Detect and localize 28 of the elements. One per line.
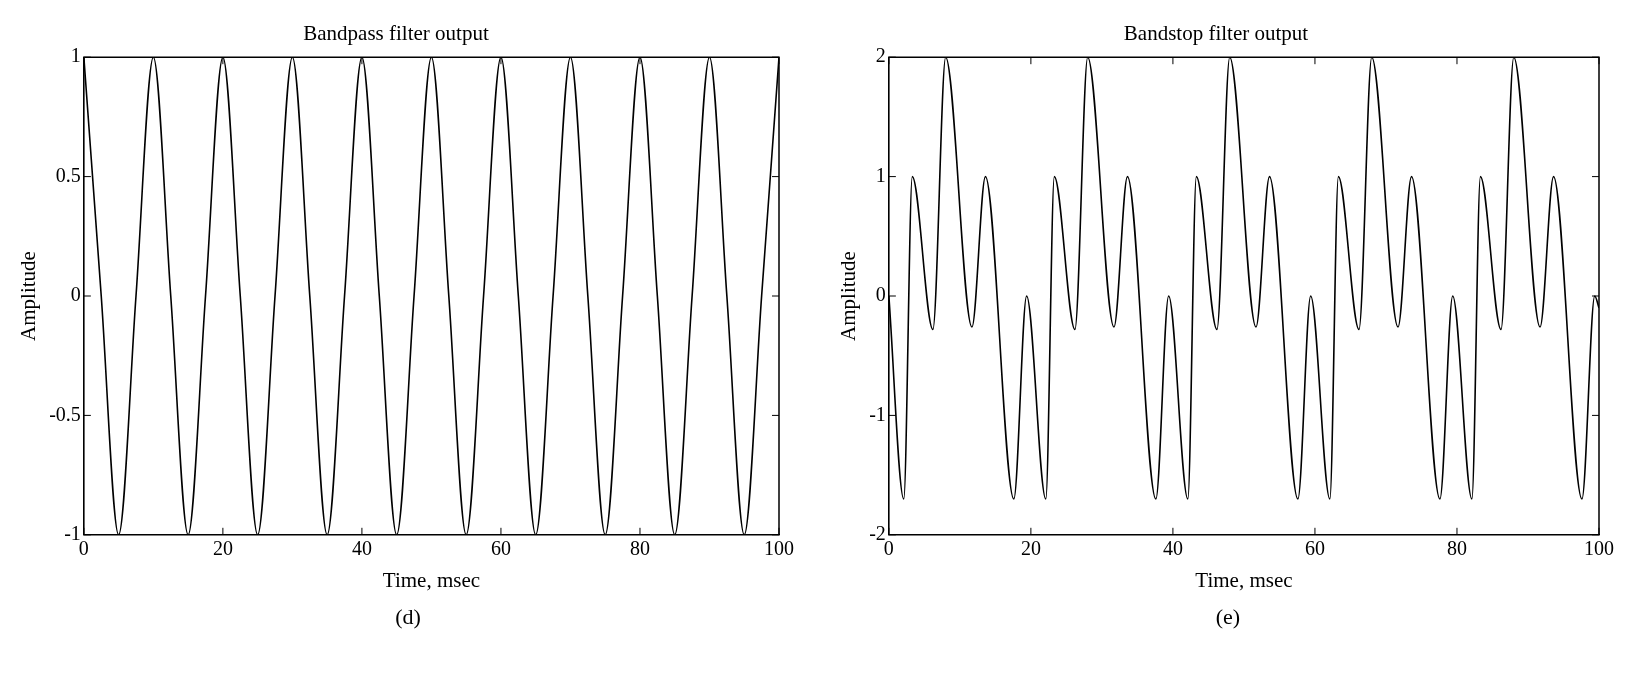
text: (d) (395, 604, 421, 630)
x-tick-label: 20 (1020, 537, 1041, 560)
y-tick-label: 1 (70, 44, 81, 67)
x-tick-label: 40 (351, 537, 372, 560)
x-tick-label: 60 (1304, 537, 1325, 560)
x-tick-label: 60 (490, 537, 511, 560)
chart-title: Bandstop filter output (1123, 21, 1309, 46)
y-tick-label: -0.5 (49, 402, 81, 425)
y-tick-label: 0 (70, 283, 81, 306)
x-tick-label: 40 (1162, 537, 1183, 560)
y-tick-label: -1 (869, 402, 886, 425)
y-axis-title: Amplitude (836, 251, 861, 341)
y-tick-label: 1 (875, 163, 886, 186)
x-axis-title: Time, msec (1195, 567, 1293, 592)
y-tick-label: 0.5 (55, 163, 81, 186)
x-tick-label: 20 (212, 537, 233, 560)
x-tick-label: 80 (629, 537, 650, 560)
y-axis-title: Amplitude (16, 251, 41, 341)
y-tick-label: -1 (64, 522, 81, 545)
x-tick-label: 100 (1584, 537, 1614, 560)
y-tick-label: 2 (875, 44, 886, 67)
y-tick-label: 0 (875, 283, 886, 306)
y-tick-label: -2 (869, 522, 886, 545)
x-tick-label: 100 (764, 537, 794, 560)
x-tick-label: 80 (1446, 537, 1467, 560)
text: (e) (1215, 604, 1241, 630)
chart-title: Bandpass filter output (303, 21, 489, 46)
x-axis-title: Time, msec (382, 567, 481, 592)
